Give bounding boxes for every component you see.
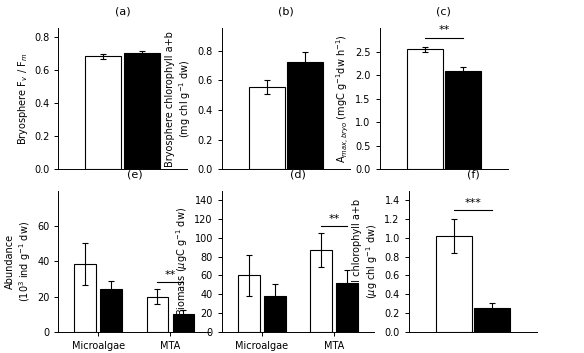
Bar xyxy=(85,56,121,169)
Text: **: ** xyxy=(328,214,340,224)
Bar xyxy=(336,283,358,332)
Bar xyxy=(287,62,324,169)
Bar xyxy=(445,71,481,169)
Bar xyxy=(238,275,259,332)
Text: (c): (c) xyxy=(436,7,451,17)
Bar xyxy=(74,264,96,332)
Bar xyxy=(264,295,286,332)
Y-axis label: Abundance
(10$^3$ ind g$^{-1}$ dw): Abundance (10$^3$ ind g$^{-1}$ dw) xyxy=(5,221,33,302)
Text: **: ** xyxy=(165,270,176,280)
Text: **: ** xyxy=(438,25,450,35)
Text: ***: *** xyxy=(465,198,481,208)
Bar xyxy=(406,49,443,169)
Text: (d): (d) xyxy=(290,169,306,179)
Y-axis label: Bryosphere F$_v$ / F$_m$: Bryosphere F$_v$ / F$_m$ xyxy=(16,53,30,145)
Text: (b): (b) xyxy=(279,7,294,17)
Y-axis label: Microbial chlorophyll a+b
($\mu$g chl g$^{-1}$ dw): Microbial chlorophyll a+b ($\mu$g chl g$… xyxy=(352,199,380,323)
Y-axis label: Bryosphere chlorophyll a+b
(mg chl g$^{-1}$ dw): Bryosphere chlorophyll a+b (mg chl g$^{-… xyxy=(165,31,193,167)
Bar xyxy=(436,236,472,332)
Bar xyxy=(173,314,194,332)
Text: (f): (f) xyxy=(467,169,479,179)
Y-axis label: A$_{max,bryo}$ (mgC g$^{-1}$dw h$^{-1}$): A$_{max,bryo}$ (mgC g$^{-1}$dw h$^{-1}$) xyxy=(335,35,351,163)
Bar xyxy=(100,289,122,332)
Y-axis label: Biomass ($\mu$gC g$^{-1}$ dw): Biomass ($\mu$gC g$^{-1}$ dw) xyxy=(175,207,190,316)
Bar xyxy=(124,53,160,169)
Bar xyxy=(147,297,168,332)
Bar xyxy=(474,308,510,332)
Bar xyxy=(310,250,332,332)
Bar xyxy=(249,87,285,169)
Text: (a): (a) xyxy=(115,7,130,17)
Text: (e): (e) xyxy=(127,169,142,179)
